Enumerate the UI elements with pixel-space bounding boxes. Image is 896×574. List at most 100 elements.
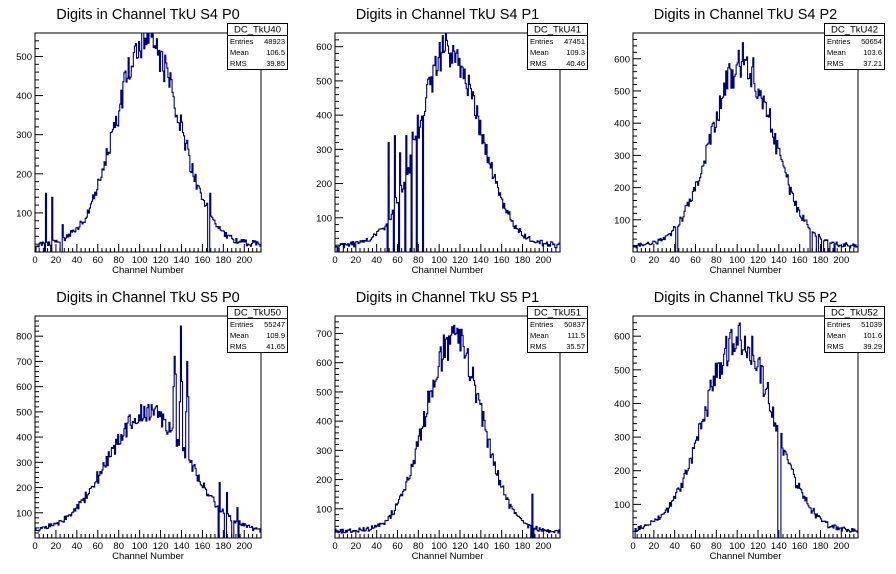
- x-tick-label: 160: [494, 255, 510, 266]
- stats-value: 109.3: [566, 48, 585, 57]
- x-tick-label: 60: [92, 255, 103, 266]
- y-tick-label: 400: [316, 111, 332, 122]
- stats-label: Entries: [230, 320, 254, 329]
- x-tick-label: 80: [711, 541, 722, 552]
- x-tick-label: 200: [535, 541, 551, 552]
- x-tick-label: 100: [431, 541, 447, 552]
- y-tick-label: 500: [614, 365, 630, 376]
- x-tick-label: 0: [630, 255, 635, 266]
- x-tick-label: 0: [32, 255, 37, 266]
- x-tick-label: 100: [132, 541, 148, 552]
- x-tick-label: 20: [51, 541, 62, 552]
- stats-label: RMS: [230, 59, 247, 68]
- y-tick-label: 200: [614, 183, 630, 194]
- x-tick-label: 40: [72, 541, 83, 552]
- histogram-panel-1: Digits in Channel TkU S4 P0 0 20 40 60 80 100 1…: [16, 7, 288, 276]
- y-tick-label: 700: [316, 329, 332, 340]
- chart-title: Digits in Channel TkU S4 P1: [356, 7, 540, 23]
- stats-value: 39.29: [863, 342, 882, 351]
- x-tick-label: 0: [332, 255, 337, 266]
- y-tick-label: 300: [316, 446, 332, 457]
- x-tick-label: 200: [833, 255, 849, 266]
- y-tick-label: 100: [316, 504, 332, 515]
- stats-box-name: DC_TkU41: [534, 25, 581, 36]
- plot-frame: [334, 32, 561, 253]
- y-tick-label: 400: [16, 91, 32, 102]
- x-tick-label: 200: [535, 255, 551, 266]
- stats-value: 101.6: [863, 331, 882, 340]
- x-tick-label: 200: [833, 541, 849, 552]
- x-tick-label: 100: [431, 255, 447, 266]
- x-tick-label: 120: [153, 541, 169, 552]
- stats-box-name: DC_TkU42: [831, 25, 878, 36]
- stats-label: RMS: [530, 342, 547, 351]
- stats-value: 39.85: [266, 59, 285, 68]
- stats-label: Mean: [230, 331, 249, 340]
- x-tick-label: 60: [690, 255, 701, 266]
- y-tick-label: 100: [316, 213, 332, 224]
- histogram-series: [334, 32, 561, 253]
- x-tick-label: 100: [132, 255, 148, 266]
- x-axis-label: Channel Number: [412, 265, 484, 276]
- stats-label: Entries: [827, 37, 851, 46]
- histogram-series: [633, 322, 859, 539]
- stats-label: RMS: [827, 342, 844, 351]
- x-tick-label: 80: [413, 255, 424, 266]
- chart-title: Digits in Channel TkU S5 P1: [356, 290, 540, 306]
- y-tick-label: 400: [614, 399, 630, 410]
- histogram-panel-3: Digits in Channel TkU S4 P2 0 20 40 60 80 100 1…: [614, 7, 885, 276]
- chart-title: Digits in Channel TkU S5 P0: [56, 290, 240, 306]
- stats-value: 111.5: [567, 331, 585, 340]
- y-tick-label: 800: [16, 332, 32, 343]
- y-tick-label: 600: [16, 382, 32, 393]
- histogram-panel-5: Digits in Channel TkU S5 P1 0 20 40 60 80 100 1…: [316, 290, 588, 562]
- histogram-series: [34, 325, 262, 539]
- stats-label: Entries: [530, 320, 554, 329]
- x-tick-label: 20: [351, 541, 362, 552]
- x-tick-label: 0: [32, 541, 37, 552]
- x-tick-label: 20: [51, 255, 62, 266]
- y-tick-label: 500: [316, 387, 332, 398]
- x-tick-label: 160: [792, 255, 808, 266]
- chart-title: Digits in Channel TkU S4 P2: [654, 7, 838, 23]
- histogram-series: [632, 42, 859, 253]
- x-tick-label: 80: [711, 255, 722, 266]
- y-tick-label: 500: [316, 76, 332, 87]
- stats-value: 103.6: [863, 48, 882, 57]
- x-tick-label: 160: [194, 255, 210, 266]
- stats-box-name: DC_TkU52: [831, 308, 878, 319]
- histogram-panel-4: Digits in Channel TkU S5 P0 0 20 40 60 80 100 1…: [16, 290, 288, 562]
- x-tick-label: 120: [452, 255, 468, 266]
- stats-box: [527, 23, 588, 70]
- x-axis-label: Channel Number: [112, 265, 184, 276]
- x-tick-label: 140: [473, 541, 489, 552]
- stats-value: 40.46: [566, 59, 585, 68]
- x-tick-label: 180: [215, 541, 231, 552]
- x-tick-label: 140: [174, 541, 190, 552]
- stats-box: [824, 306, 885, 353]
- x-tick-label: 40: [669, 541, 680, 552]
- x-tick-label: 40: [371, 255, 382, 266]
- stats-value: 48923: [264, 37, 285, 46]
- x-tick-label: 180: [515, 255, 531, 266]
- x-tick-label: 180: [215, 255, 231, 266]
- y-tick-label: 100: [614, 215, 630, 226]
- stats-value: 35.57: [566, 342, 585, 351]
- x-tick-label: 120: [750, 255, 766, 266]
- stats-value: 109.9: [266, 331, 285, 340]
- x-tick-label: 40: [371, 541, 382, 552]
- x-tick-label: 60: [392, 255, 403, 266]
- x-tick-label: 200: [236, 541, 252, 552]
- x-tick-label: 140: [771, 541, 787, 552]
- x-tick-label: 80: [113, 541, 124, 552]
- y-tick-label: 400: [316, 417, 332, 428]
- x-tick-label: 60: [92, 541, 103, 552]
- chart-title: Digits in Channel TkU S5 P2: [654, 290, 838, 306]
- y-tick-label: 200: [16, 483, 32, 494]
- stats-label: Entries: [530, 37, 554, 46]
- y-tick-label: 100: [614, 500, 630, 511]
- stats-box: [227, 306, 288, 353]
- x-axis-label: Channel Number: [112, 551, 184, 562]
- y-tick-label: 300: [16, 130, 32, 141]
